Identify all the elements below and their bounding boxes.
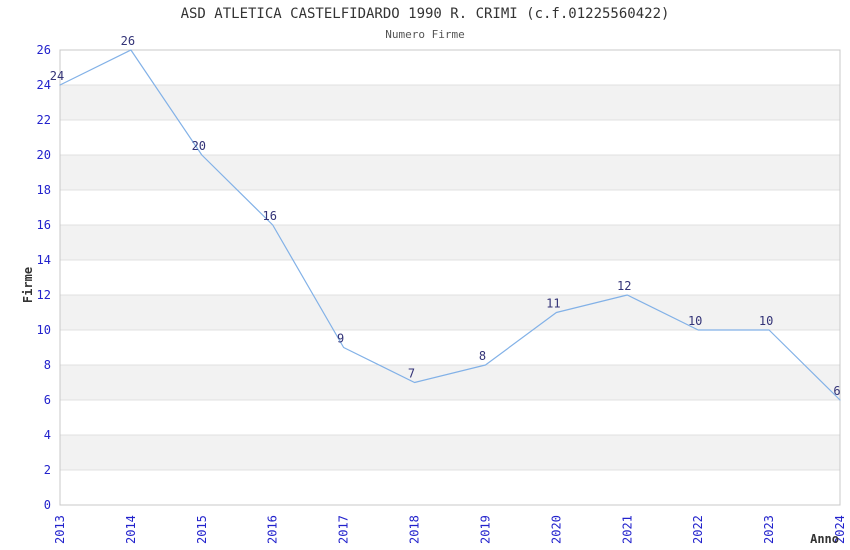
y-tick-label: 18 — [37, 183, 51, 197]
plot-band — [60, 365, 840, 400]
x-tick-label: 2018 — [408, 515, 422, 544]
data-point-label: 7 — [408, 367, 415, 381]
data-point-label: 12 — [617, 279, 631, 293]
y-tick-label: 26 — [37, 43, 51, 57]
data-point-label: 20 — [192, 139, 206, 153]
x-tick-label: 2024 — [833, 515, 847, 544]
y-tick-label: 0 — [44, 498, 51, 512]
plot-band — [60, 155, 840, 190]
x-tick-label: 2019 — [478, 515, 492, 544]
x-tick-label: 2013 — [53, 515, 67, 544]
plot-band — [60, 225, 840, 260]
y-tick-label: 2 — [44, 463, 51, 477]
data-point-label: 6 — [833, 384, 840, 398]
y-tick-label: 24 — [37, 78, 51, 92]
data-point-label: 24 — [50, 69, 64, 83]
x-tick-label: 2014 — [124, 515, 138, 544]
plot-border — [59, 49, 841, 506]
y-tick-label: 6 — [44, 393, 51, 407]
y-tick-label: 14 — [37, 253, 51, 267]
y-tick-label: 12 — [37, 288, 51, 302]
data-point-label: 10 — [688, 314, 702, 328]
chart-title: ASD ATLETICA CASTELFIDARDO 1990 R. CRIMI… — [180, 6, 670, 22]
x-tick-label: 2017 — [337, 515, 351, 544]
chart-subtitle: Numero Firme — [385, 28, 465, 41]
x-tick-label: 2022 — [691, 515, 705, 544]
x-tick-label: 2021 — [620, 515, 634, 544]
data-point-label: 11 — [546, 297, 560, 311]
data-point-label: 9 — [337, 332, 344, 346]
data-point-label: 8 — [479, 349, 486, 363]
y-tick-label: 4 — [44, 428, 51, 442]
series-line — [59, 49, 841, 401]
y-tick-label: 10 — [37, 323, 51, 337]
data-point-label: 10 — [759, 314, 773, 328]
y-tick-label: 22 — [37, 113, 51, 127]
y-tick-label: 20 — [37, 148, 51, 162]
plot-band — [60, 435, 840, 470]
x-axis-title: Anno — [810, 532, 839, 546]
data-point-label: 26 — [121, 34, 135, 48]
y-tick-label: 8 — [44, 358, 51, 372]
plot-band — [60, 85, 840, 120]
x-tick-label: 2016 — [266, 515, 280, 544]
x-axis-tick-labels: 2013 2014 2015 2016 2017 2018 2019 2020 2021 2022… — [53, 515, 847, 544]
y-axis-title: Firme — [21, 267, 35, 303]
data-point-labels: 24 26 20 16 9 7 8 11 12 10 10 6 — [50, 34, 841, 398]
x-tick-label: 2015 — [195, 515, 209, 544]
y-tick-label: 16 — [37, 218, 51, 232]
plot-band — [60, 295, 840, 330]
x-tick-label: 2023 — [762, 515, 776, 544]
x-tick-label: 2020 — [549, 515, 563, 544]
data-point-label: 16 — [263, 209, 277, 223]
plot-bands — [60, 85, 840, 470]
